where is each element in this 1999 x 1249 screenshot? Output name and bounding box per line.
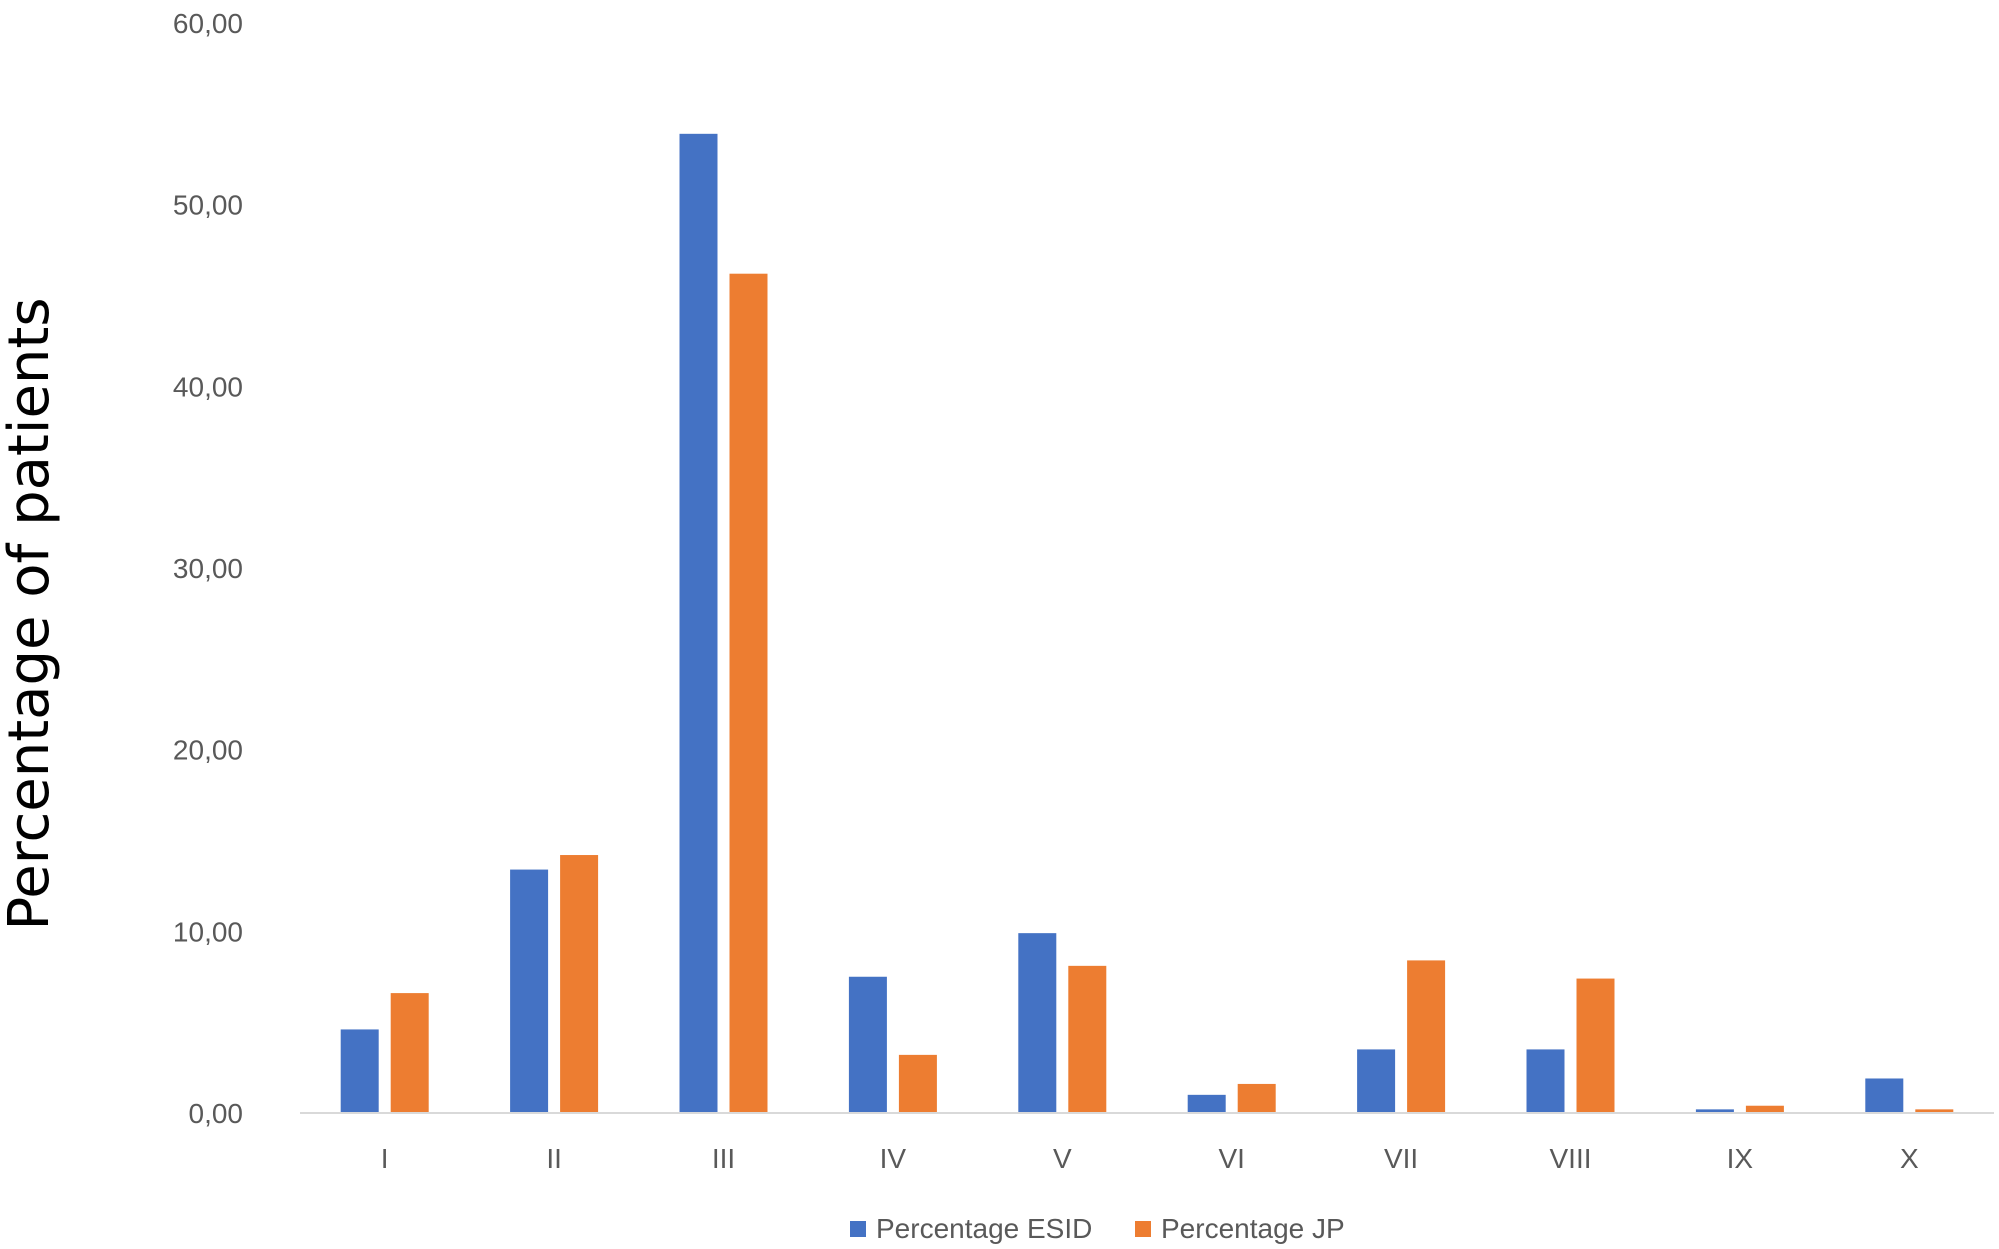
y-tick-label: 0,00 <box>189 1098 244 1129</box>
y-tick-label: 20,00 <box>173 735 243 766</box>
bar-esid-ii <box>510 869 549 1113</box>
x-axis-ticks: I II III IV V VI VII VIII IX X <box>381 1143 1919 1174</box>
legend: Percentage ESID Percentage JP <box>850 1213 1345 1244</box>
legend-label: Percentage ESID <box>876 1213 1092 1244</box>
legend-item-esid: Percentage ESID <box>850 1213 1092 1244</box>
y-axis-title: Percentage of patients <box>0 297 62 930</box>
bar-jp-i <box>390 993 429 1113</box>
x-tick-label: X <box>1900 1143 1919 1174</box>
bar-jp-viii <box>1576 978 1615 1113</box>
legend-swatch <box>850 1221 866 1237</box>
x-tick-label: III <box>712 1143 735 1174</box>
x-tick-label: I <box>381 1143 389 1174</box>
x-tick-label: II <box>546 1143 562 1174</box>
bar-esid-v <box>1018 933 1057 1113</box>
bar-esid-ix <box>1695 1109 1734 1113</box>
bar-jp-iv <box>898 1054 937 1113</box>
bar-jp-vi <box>1237 1083 1276 1113</box>
bars <box>340 133 1954 1114</box>
x-tick-label: VIII <box>1549 1143 1591 1174</box>
bar-jp-ii <box>560 855 599 1113</box>
bar-esid-iii <box>679 133 718 1114</box>
bar-jp-iii <box>729 273 768 1113</box>
bar-esid-viii <box>1526 1049 1565 1113</box>
bar-jp-ix <box>1745 1105 1784 1113</box>
y-tick-label: 10,00 <box>173 916 243 947</box>
x-tick-label: VI <box>1218 1143 1244 1174</box>
y-tick-label: 30,00 <box>173 553 243 584</box>
bar-jp-vii <box>1407 960 1446 1113</box>
x-tick-label: V <box>1053 1143 1072 1174</box>
bar-esid-x <box>1865 1078 1904 1113</box>
y-tick-label: 60,00 <box>173 8 243 39</box>
bar-jp-v <box>1068 965 1107 1113</box>
x-tick-label: IV <box>880 1143 907 1174</box>
legend-label: Percentage JP <box>1161 1213 1345 1244</box>
x-tick-label: VII <box>1384 1143 1418 1174</box>
bar-esid-vii <box>1357 1049 1396 1113</box>
legend-item-jp: Percentage JP <box>1135 1213 1345 1244</box>
bar-esid-i <box>340 1029 379 1113</box>
bar-esid-vi <box>1187 1094 1226 1113</box>
legend-swatch <box>1135 1221 1151 1237</box>
bar-esid-iv <box>848 976 887 1113</box>
y-axis-ticks: 0,00 10,00 20,00 30,00 40,00 50,00 60,00 <box>173 8 243 1129</box>
y-tick-label: 40,00 <box>173 371 243 402</box>
bar-jp-x <box>1915 1109 1954 1113</box>
y-tick-label: 50,00 <box>173 190 243 221</box>
x-tick-label: IX <box>1727 1143 1754 1174</box>
